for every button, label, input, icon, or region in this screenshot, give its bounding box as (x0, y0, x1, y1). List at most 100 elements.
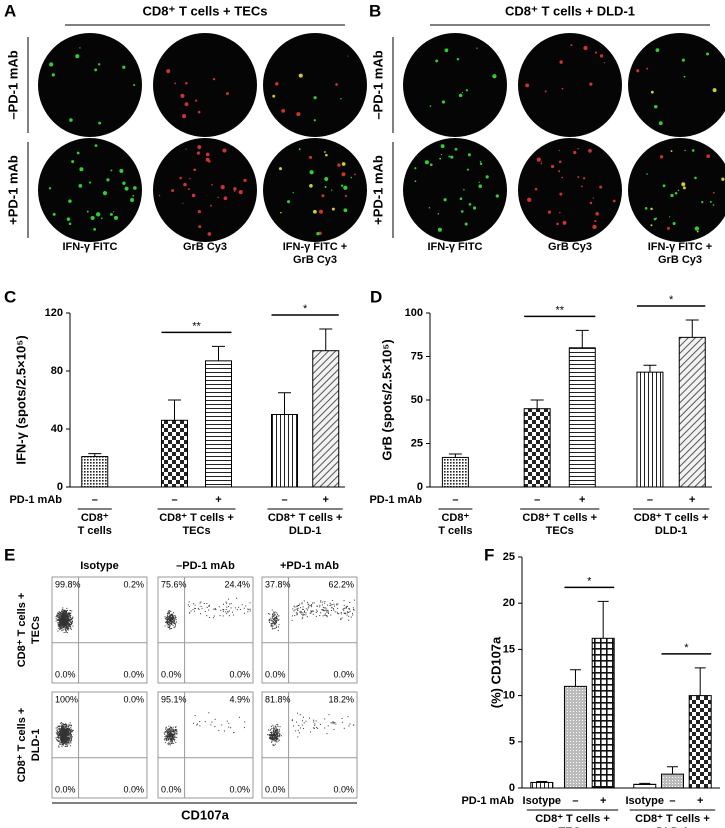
event (165, 621, 167, 623)
event (349, 723, 351, 725)
event (197, 607, 199, 609)
event (166, 730, 168, 732)
event (58, 737, 60, 739)
event (61, 608, 63, 610)
y-tick-label: 25 (503, 551, 515, 563)
spot (94, 68, 98, 72)
error-bar (575, 329, 589, 348)
event (174, 729, 176, 731)
event (175, 616, 177, 618)
event (172, 616, 174, 618)
x-tick-label: – (92, 494, 98, 506)
event (272, 735, 274, 737)
well (153, 138, 257, 242)
quadrant-value: 0.0% (265, 784, 286, 794)
event (274, 731, 276, 733)
event (198, 609, 200, 611)
event (171, 627, 173, 629)
error-bar (694, 667, 706, 696)
spot (540, 162, 543, 165)
event (63, 625, 65, 627)
event (327, 609, 329, 611)
spot (691, 149, 695, 152)
event (68, 619, 70, 621)
event (269, 621, 271, 623)
spot (681, 58, 685, 62)
event (171, 613, 173, 615)
event (62, 739, 64, 741)
event (61, 746, 63, 748)
bar (636, 371, 664, 488)
event (57, 619, 59, 621)
event (273, 727, 275, 729)
event (274, 617, 276, 619)
event (172, 735, 174, 737)
event (69, 722, 71, 724)
event (61, 725, 63, 727)
event (325, 610, 327, 612)
event (277, 740, 279, 742)
well (518, 138, 622, 242)
event (59, 730, 61, 732)
event (171, 621, 173, 623)
event (68, 741, 70, 743)
event (332, 599, 334, 601)
event (64, 738, 66, 740)
event (66, 738, 68, 740)
event (67, 737, 69, 739)
event (291, 619, 293, 621)
column-label: GrB Cy3 (293, 254, 337, 266)
event (300, 610, 302, 612)
event (307, 607, 309, 609)
event (324, 614, 326, 616)
event (338, 613, 340, 615)
event (226, 606, 228, 608)
event (66, 742, 68, 744)
event (176, 733, 178, 735)
event (206, 603, 208, 605)
panel-letter: D (370, 287, 382, 306)
event (326, 733, 328, 735)
event (60, 741, 62, 743)
event (274, 733, 276, 735)
event (71, 622, 73, 624)
event (64, 745, 66, 747)
quadrant-value: 0.0% (161, 669, 182, 679)
event (63, 723, 65, 725)
event (344, 607, 346, 609)
spot (79, 47, 81, 49)
quadrant-value: 95.1% (161, 694, 187, 704)
event (271, 725, 273, 727)
spot (174, 82, 177, 85)
event (167, 742, 169, 744)
event (301, 611, 303, 613)
spot (670, 150, 673, 152)
quadrant-value: 0.0% (161, 784, 182, 794)
spot (69, 118, 73, 122)
bar (81, 456, 109, 488)
event (58, 728, 60, 730)
event (61, 630, 63, 632)
spot (556, 222, 559, 226)
event (170, 731, 172, 733)
spot (709, 200, 712, 203)
error-bar (448, 453, 462, 458)
event (66, 615, 68, 617)
event (58, 728, 60, 730)
event (168, 613, 170, 615)
event (69, 734, 71, 736)
event (62, 737, 64, 739)
event (62, 620, 64, 622)
event (200, 613, 202, 615)
event (56, 614, 58, 616)
event (203, 603, 205, 605)
panel-letter: F (484, 545, 494, 564)
bar (205, 360, 232, 488)
spot (188, 188, 190, 191)
bar (271, 414, 298, 488)
spot (662, 184, 666, 188)
quadrant-value: 62.2% (328, 579, 354, 589)
event (70, 628, 72, 630)
event (275, 735, 277, 737)
event (171, 736, 173, 738)
